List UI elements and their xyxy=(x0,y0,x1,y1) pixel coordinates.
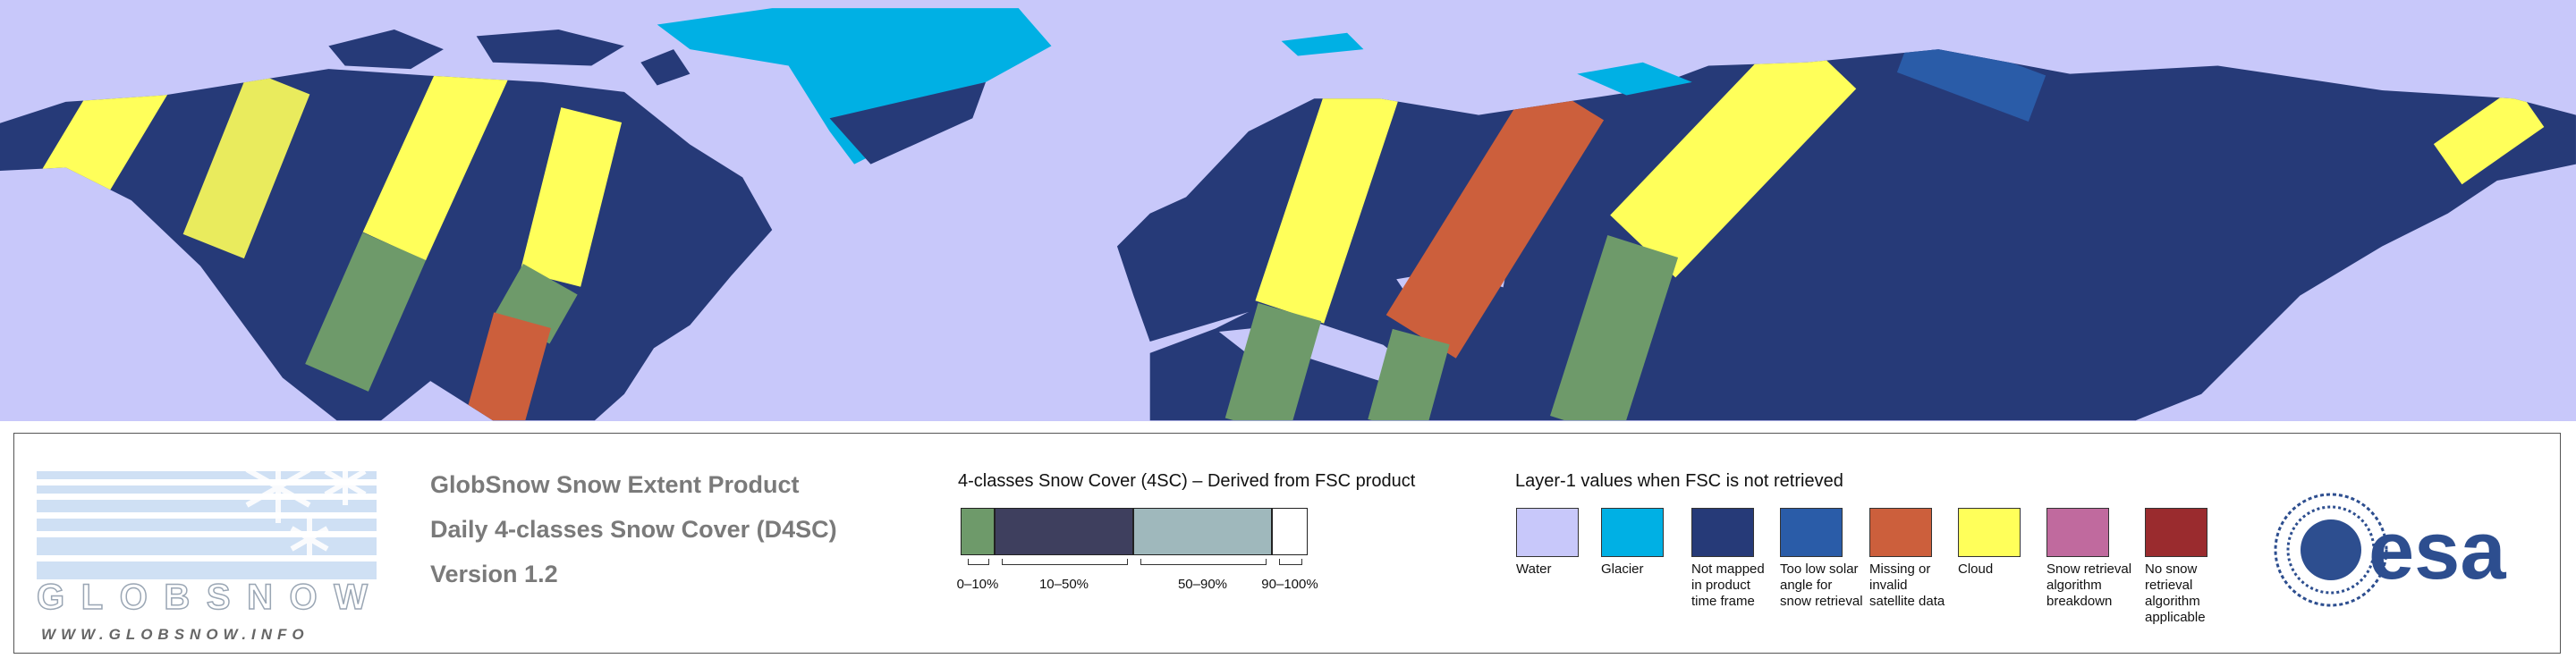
scale-label: 50–90% xyxy=(1177,577,1228,592)
scale-swatch xyxy=(995,508,1133,555)
layer-label: Glacier xyxy=(1601,561,1644,577)
layer-label: Missing or invalid satellite data xyxy=(1869,561,1945,609)
layer-swatch xyxy=(2145,508,2207,557)
layer-label: Too low solar angle for snow retrieval xyxy=(1780,561,1863,609)
layer-label: Snow retrieval algorithm breakdown xyxy=(2046,561,2132,609)
scale-swatch xyxy=(961,508,995,555)
logo-name: GLOBSNOW xyxy=(37,578,368,617)
layer-swatch xyxy=(1869,508,1932,557)
layer-label: Not mapped in product time frame xyxy=(1691,561,1765,609)
scale-bracket xyxy=(1279,559,1302,565)
layer-title: Layer-1 values when FSC is not retrieved xyxy=(1515,471,1843,491)
product-version: Version 1.2 xyxy=(430,561,558,587)
scale-label: 0–10% xyxy=(956,577,999,592)
layer-swatch xyxy=(1516,508,1579,557)
scale-bracket xyxy=(1002,559,1128,565)
layer-swatch xyxy=(1958,508,2021,557)
layer-label: Water xyxy=(1516,561,1552,577)
scale-title: 4-classes Snow Cover (4SC) – Derived fro… xyxy=(958,471,1416,491)
land xyxy=(0,8,2576,421)
snow-map xyxy=(0,0,2576,421)
esa-logo: esa xyxy=(2274,493,2506,607)
scale-label: 10–50% xyxy=(1038,577,1089,592)
layer-label: Cloud xyxy=(1958,561,1994,577)
esa-text: esa xyxy=(2368,505,2506,596)
globsnow-logo: GLOBSNOW WWW.GLOBSNOW.INFO xyxy=(36,452,377,643)
scale-bracket xyxy=(1140,559,1267,565)
layer-swatch xyxy=(2046,508,2109,557)
scale-bracket xyxy=(968,559,989,565)
product-title: GlobSnow Snow Extent Product xyxy=(430,471,800,498)
legend: GLOBSNOW WWW.GLOBSNOW.INFO GlobSnow Snow… xyxy=(13,433,2561,654)
logo-url: WWW.GLOBSNOW.INFO xyxy=(41,626,309,643)
scale-swatch xyxy=(1272,508,1308,555)
layer-label: No snow retrieval algorithm applicable xyxy=(2145,561,2206,625)
layer-swatch xyxy=(1691,508,1754,557)
scale-label: 90–100% xyxy=(1261,577,1318,592)
product-subtitle: Daily 4-classes Snow Cover (D4SC) xyxy=(430,516,837,543)
scale-swatch xyxy=(1133,508,1272,555)
layer-swatch xyxy=(1601,508,1664,557)
layer-swatch xyxy=(1780,508,1843,557)
